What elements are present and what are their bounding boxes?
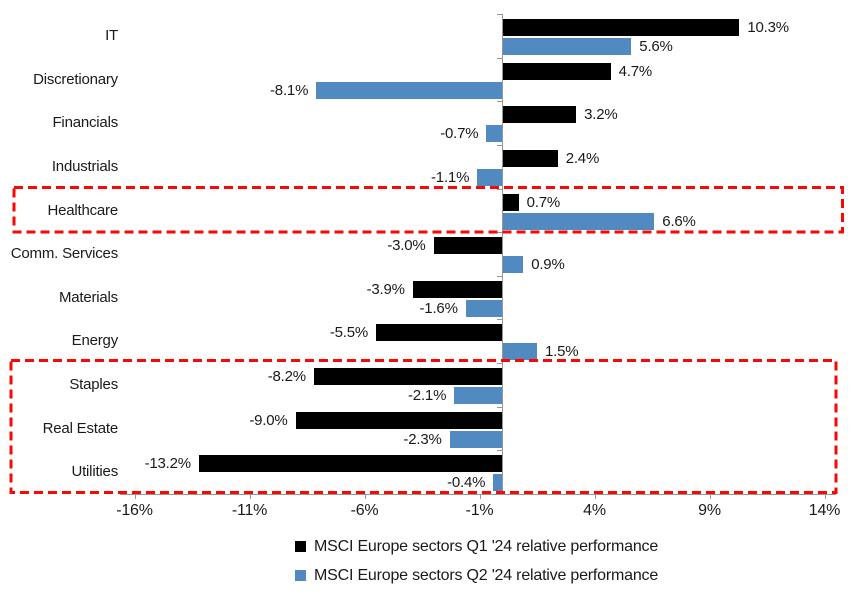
q1-bar <box>433 237 503 255</box>
data-label: -13.2% <box>144 455 192 473</box>
y-axis-tick <box>496 144 502 146</box>
category-label: Discretionary <box>33 70 118 88</box>
y-axis-line <box>501 14 504 494</box>
q1-bar <box>502 19 740 36</box>
q1-bar <box>313 368 503 386</box>
x-axis-tick <box>479 494 481 499</box>
category-label: Staples <box>69 376 118 394</box>
q2-bar <box>454 387 503 405</box>
data-label: -5.5% <box>329 324 368 342</box>
y-axis-tick <box>496 275 502 277</box>
q1-bar <box>295 411 503 429</box>
y-axis-tick <box>496 232 502 234</box>
category-label: Financials <box>52 114 118 132</box>
q2-legend-marker <box>295 570 306 581</box>
x-axis-tick <box>249 494 251 499</box>
q2-bar <box>502 212 655 230</box>
x-axis-tick <box>134 494 136 499</box>
data-label: 0.9% <box>531 256 565 274</box>
data-label: -8.2% <box>267 368 306 386</box>
data-label: -9.0% <box>249 411 288 429</box>
y-axis-tick <box>496 14 502 15</box>
data-label: -3.0% <box>387 237 426 255</box>
x-axis-tick <box>594 494 596 499</box>
q1-bar <box>502 106 577 124</box>
data-label: -2.3% <box>403 430 442 448</box>
category-label: Utilities <box>71 463 118 481</box>
q1-bar <box>376 324 503 342</box>
x-axis-tick-label: -1% <box>465 502 494 519</box>
q2-bar <box>465 299 503 317</box>
q1-bar <box>502 62 611 80</box>
data-label: -0.7% <box>440 125 479 143</box>
q2-bar <box>316 81 503 99</box>
healthcare-highlight-box <box>12 186 844 234</box>
y-axis-tick <box>496 406 502 408</box>
data-label: -8.1% <box>270 81 309 99</box>
q1-bar <box>412 280 503 298</box>
category-label: Materials <box>58 288 118 306</box>
q2-bar <box>477 168 503 186</box>
data-label: 0.7% <box>526 193 561 211</box>
legend-label: MSCI Europe sectors Q2 '24 relative perf… <box>314 567 659 584</box>
q2-bar <box>502 343 537 361</box>
y-axis-tick <box>496 101 502 103</box>
q1-bar <box>502 149 558 167</box>
x-axis-tick <box>364 494 366 499</box>
data-label: 2.4% <box>565 149 600 167</box>
y-axis-tick <box>496 319 502 321</box>
x-axis-tick-label: 14% <box>808 502 841 519</box>
data-label: -1.1% <box>431 168 470 186</box>
y-axis-tick <box>496 57 502 59</box>
category-label: IT <box>105 27 118 44</box>
data-label: 10.3% <box>747 19 789 36</box>
data-label: -3.9% <box>366 280 405 298</box>
category-label: Healthcare <box>47 201 118 219</box>
q2-bar <box>486 125 503 143</box>
y-axis-tick <box>496 363 502 365</box>
x-axis-tick-label: -6% <box>350 502 379 519</box>
q1-bar <box>198 455 503 473</box>
data-label: -0.4% <box>447 474 486 492</box>
x-axis-tick-label: 9% <box>698 502 721 519</box>
x-axis-tick-label: -16% <box>116 502 153 519</box>
category-label: Comm. Services <box>10 245 118 263</box>
x-axis-line <box>120 494 836 496</box>
q2-bar <box>449 430 503 448</box>
q2-bar <box>502 38 632 55</box>
category-label: Real Estate <box>42 419 119 437</box>
q2-bar <box>502 256 524 274</box>
data-label: 3.2% <box>584 106 618 124</box>
data-label: 4.7% <box>618 62 653 80</box>
data-label: 5.6% <box>639 38 673 55</box>
x-axis-tick-label: -11% <box>231 502 268 519</box>
y-axis-tick <box>496 450 502 452</box>
data-label: -1.6% <box>419 299 458 317</box>
y-axis-tick <box>496 188 502 190</box>
data-label: -2.1% <box>408 387 447 405</box>
q1-legend-marker <box>295 541 306 552</box>
x-axis-tick <box>709 494 711 499</box>
category-label: Energy <box>71 332 119 350</box>
x-axis-tick <box>824 494 826 499</box>
legend-label: MSCI Europe sectors Q1 '24 relative perf… <box>314 538 659 555</box>
q1-bar <box>502 193 519 211</box>
x-axis-tick-label: 4% <box>583 502 606 519</box>
data-label: 6.6% <box>662 212 696 230</box>
category-label: Industrials <box>51 157 118 175</box>
data-label: 1.5% <box>545 343 579 361</box>
